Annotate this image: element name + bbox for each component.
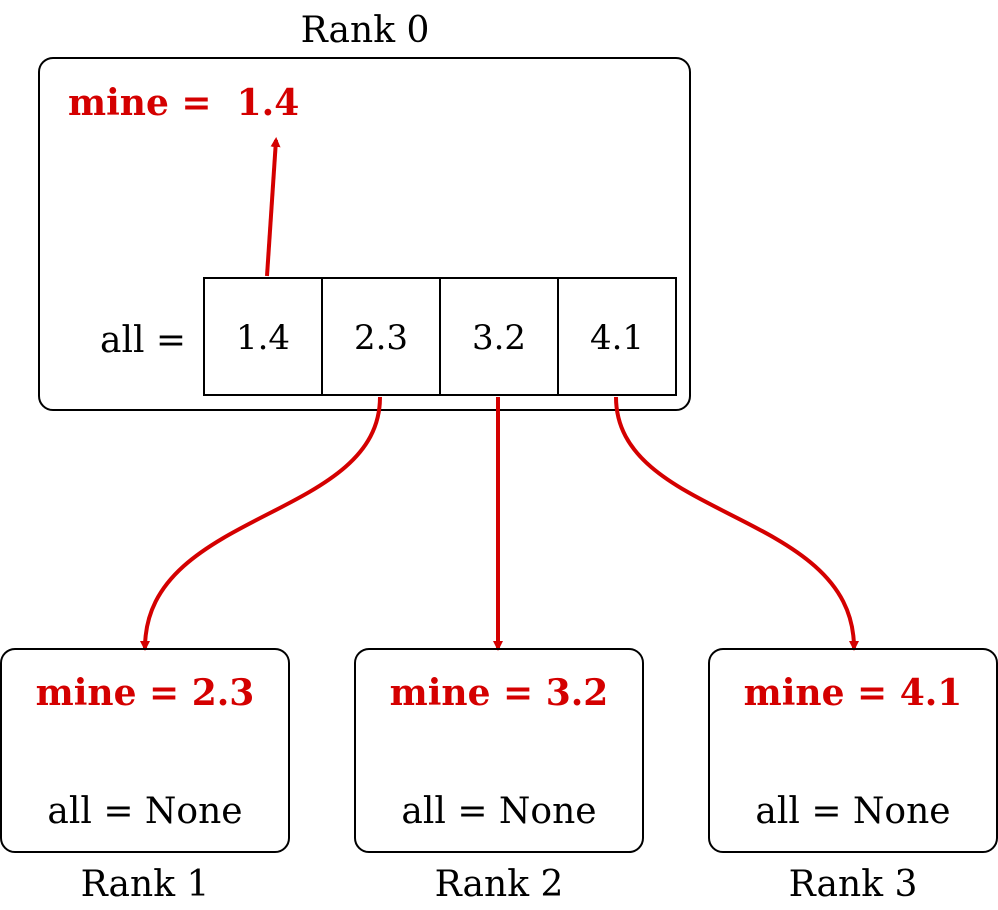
rank3-all-label: all = None bbox=[755, 791, 950, 832]
rank3-title: Rank 3 bbox=[789, 864, 918, 905]
rank0-all-label: all = bbox=[100, 320, 186, 361]
rank1-mine-label: mine = 2.3 bbox=[36, 672, 255, 714]
rank0-box bbox=[38, 57, 691, 411]
rank0-array: 1.4 2.3 3.2 4.1 bbox=[203, 277, 677, 396]
array-cell-3-value: 4.1 bbox=[590, 318, 644, 358]
arrow-to-rank0-mine bbox=[265, 137, 281, 277]
rank0-title: Rank 0 bbox=[301, 10, 430, 51]
rank3-box bbox=[708, 648, 998, 853]
array-cell-0-value: 1.4 bbox=[236, 318, 290, 358]
scatter-arrows bbox=[140, 137, 859, 651]
array-cell-1-value: 2.3 bbox=[354, 318, 408, 358]
rank2-all-label: all = None bbox=[401, 791, 596, 832]
rank2-title: Rank 2 bbox=[435, 864, 564, 905]
rank1-all-label: all = None bbox=[47, 791, 242, 832]
rank1-title: Rank 1 bbox=[81, 864, 210, 905]
arrow-to-rank1 bbox=[140, 396, 382, 651]
arrow-to-rank3 bbox=[614, 396, 859, 651]
array-cell-2-value: 3.2 bbox=[472, 318, 526, 358]
rank1-box bbox=[0, 648, 290, 853]
rank0-mine-label: mine = 1.4 bbox=[68, 82, 299, 124]
rank3-mine-label: mine = 4.1 bbox=[744, 672, 963, 714]
rank2-box bbox=[354, 648, 644, 853]
array-cell-3 bbox=[557, 277, 677, 396]
rank2-mine-label: mine = 3.2 bbox=[390, 672, 609, 714]
